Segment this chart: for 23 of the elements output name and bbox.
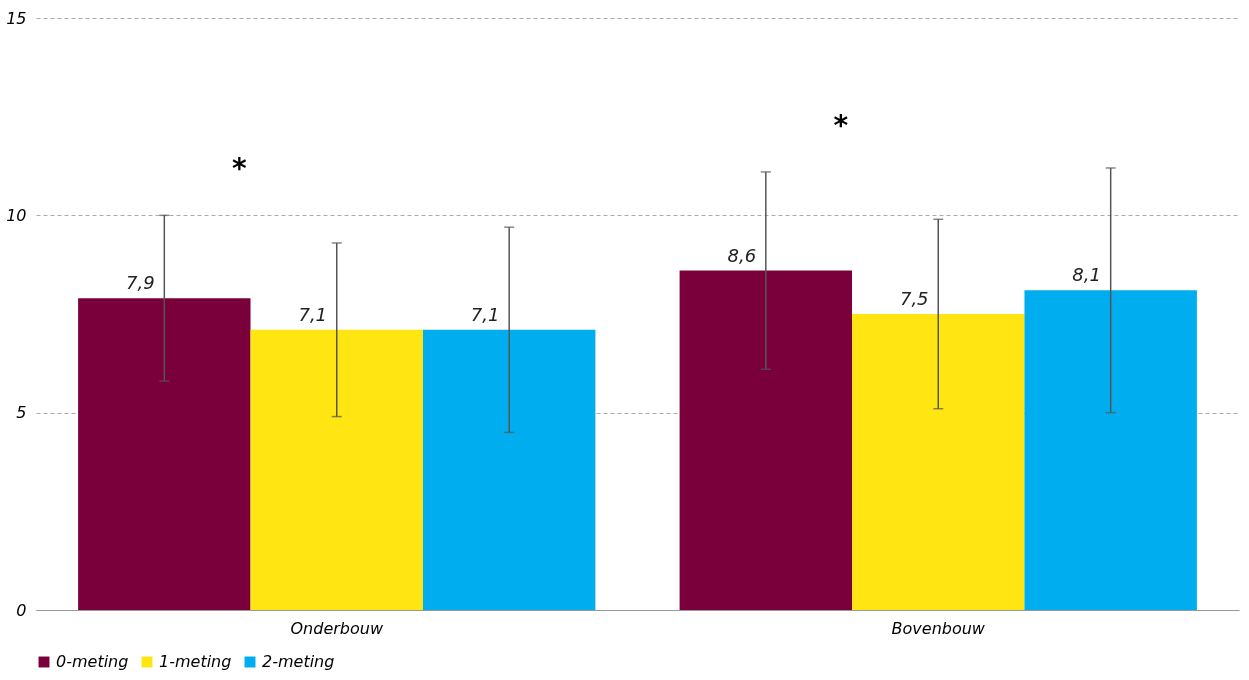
x-tick-label: Onderbouw bbox=[290, 618, 384, 638]
bar bbox=[679, 270, 853, 610]
data-label: 7,1 bbox=[470, 303, 500, 325]
legend-label: 1-meting bbox=[159, 652, 232, 671]
y-tick-label: 15 bbox=[6, 8, 27, 28]
data-label: 8,6 bbox=[727, 244, 757, 266]
bar bbox=[852, 314, 1025, 610]
legend-label: 0-meting bbox=[56, 652, 129, 671]
data-label: 7,5 bbox=[899, 288, 929, 309]
data-label: 7,9 bbox=[126, 272, 155, 294]
legend-label: 2-meting bbox=[262, 652, 335, 671]
annotation: * bbox=[231, 152, 247, 186]
y-tick-label: 5 bbox=[16, 403, 27, 423]
data-label: 8,1 bbox=[1072, 264, 1101, 286]
data-label: 7,1 bbox=[298, 303, 328, 325]
bar bbox=[250, 329, 423, 610]
x-tick-label: Bovenbouw bbox=[891, 618, 986, 638]
y-tick-label: 0 bbox=[16, 600, 27, 620]
bar bbox=[422, 329, 596, 610]
bar bbox=[1024, 290, 1197, 610]
bar bbox=[78, 298, 251, 610]
y-tick-label: 10 bbox=[6, 205, 27, 225]
annotation: * bbox=[833, 108, 849, 142]
